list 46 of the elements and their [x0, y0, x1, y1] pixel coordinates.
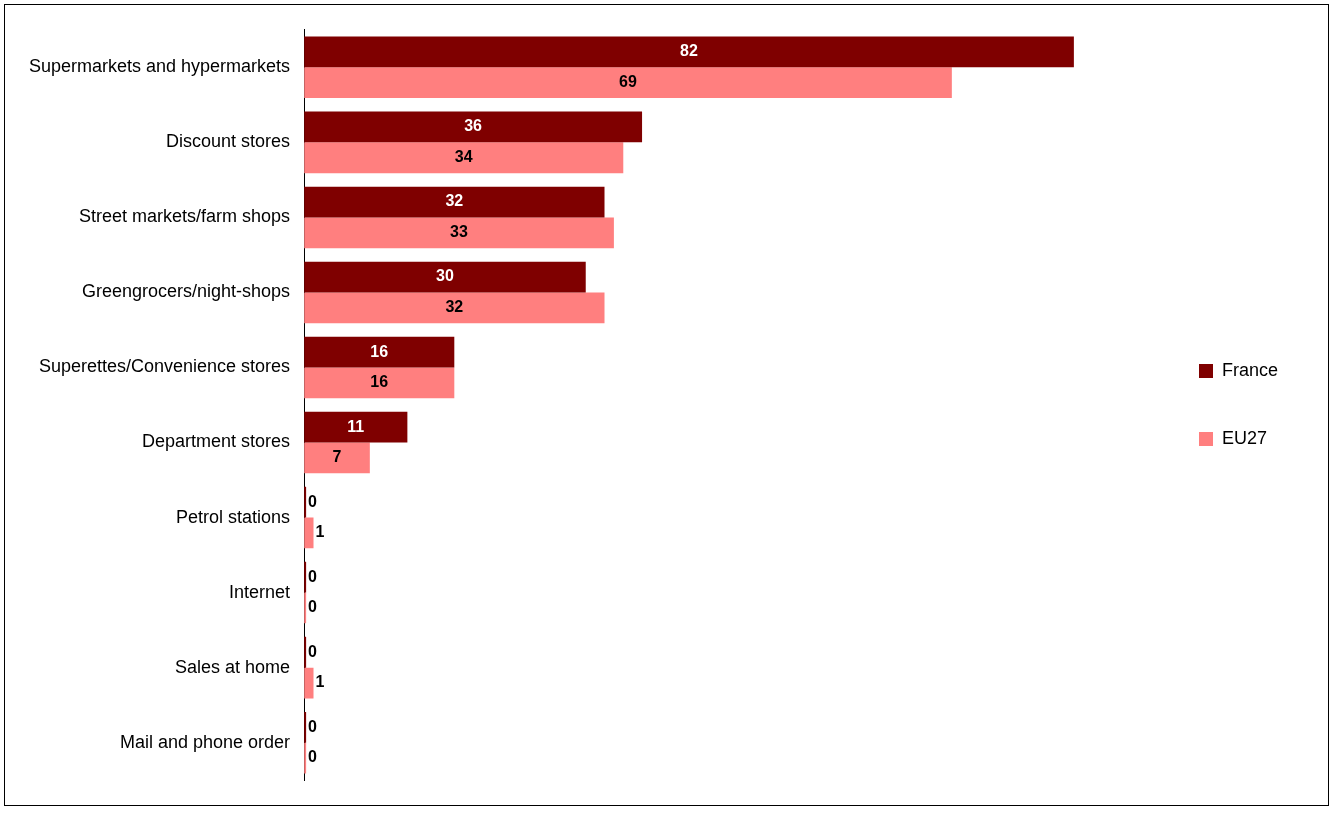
data-label: 69	[619, 73, 637, 91]
data-label: 30	[436, 267, 454, 285]
y-tick-label: Petrol stations	[176, 506, 291, 527]
data-label: 7	[332, 448, 342, 466]
bar	[304, 667, 314, 699]
data-label: 32	[445, 298, 464, 316]
data-label: 1	[315, 673, 325, 691]
data-label: 32	[445, 192, 464, 210]
y-tick-label: Mail and phone order	[119, 731, 291, 752]
data-label: 11	[347, 417, 365, 435]
data-label: 0	[308, 492, 318, 510]
bar	[304, 336, 455, 368]
bar	[304, 367, 455, 399]
bar	[304, 292, 605, 324]
data-label: 0	[308, 642, 318, 660]
bar	[304, 186, 605, 218]
bar	[304, 411, 408, 443]
bar	[304, 517, 314, 549]
y-tick-label: Discount stores	[166, 131, 291, 152]
y-tick-label: Superettes/Convenience stores	[38, 356, 291, 377]
data-label: 16	[370, 373, 389, 391]
data-label: 36	[464, 117, 483, 135]
bar	[304, 111, 643, 143]
y-tick-label: Sales at home	[175, 656, 291, 677]
data-label: 16	[370, 342, 389, 360]
data-label: 0	[308, 717, 318, 735]
data-label: 0	[308, 748, 318, 766]
y-tick-label: Supermarkets and hypermarkets	[28, 56, 291, 77]
data-label: 34	[454, 148, 473, 166]
legend-label: EU27	[1221, 427, 1268, 448]
bar	[304, 67, 952, 99]
data-label: 1	[315, 523, 325, 541]
y-tick-label: Street markets/farm shops	[79, 206, 291, 227]
y-tick-label: Internet	[229, 581, 291, 602]
data-label: 0	[308, 567, 318, 585]
data-label: 33	[450, 223, 469, 241]
y-tick-label: Greengrocers/night-shops	[82, 281, 291, 302]
y-tick-label: Department stores	[142, 431, 291, 452]
bar	[304, 36, 1074, 68]
data-label: 0	[308, 598, 318, 616]
bar	[304, 442, 370, 474]
bar	[304, 142, 624, 174]
legend-label: France	[1221, 359, 1279, 380]
bar	[304, 261, 586, 293]
bar	[304, 217, 614, 249]
data-label: 82	[680, 42, 698, 60]
